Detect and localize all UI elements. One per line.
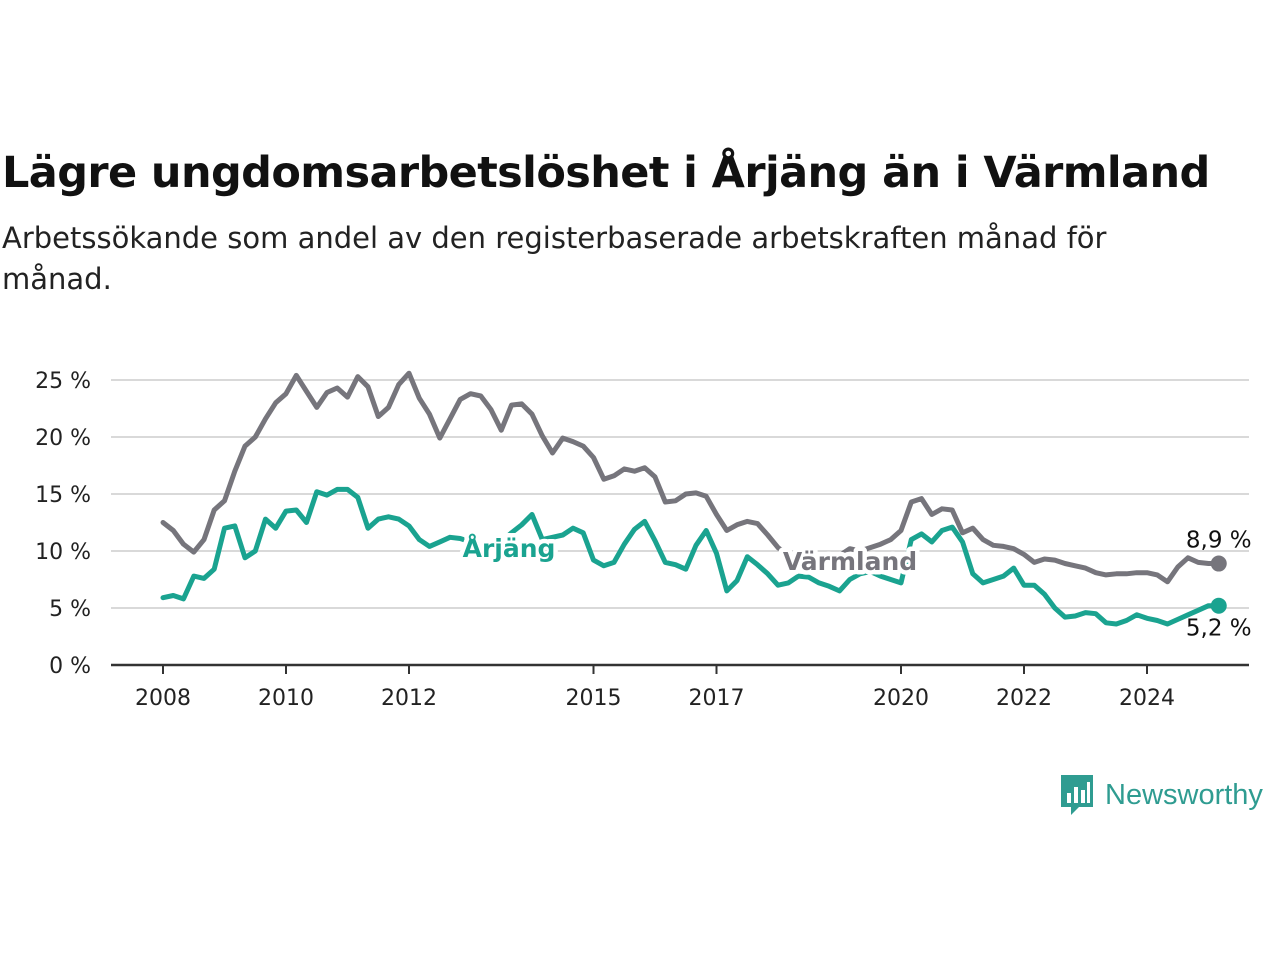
newsworthy-logo-icon xyxy=(1061,775,1093,815)
x-tick-label: 2008 xyxy=(135,686,191,711)
chart-subtitle: Arbetssökande som andel av den registerb… xyxy=(2,221,1107,296)
series-name-halo: Årjäng xyxy=(463,534,556,563)
series-end-label: 8,9 % xyxy=(1186,528,1252,554)
series-end-label: 5,2 % xyxy=(1186,616,1252,642)
x-tick-label: 2020 xyxy=(873,686,929,711)
series-end-point xyxy=(1210,555,1227,572)
brand-name: Newsworthy xyxy=(1105,778,1263,811)
y-tick-label: 5 % xyxy=(49,597,91,622)
x-tick-label: 2015 xyxy=(566,686,622,711)
series-lines xyxy=(160,370,1227,627)
y-axis-tick-labels: 0 % 5 % 10 % 15 % 20 % 25 % xyxy=(35,369,91,679)
series-name-label: Årjäng xyxy=(463,534,556,563)
y-tick-label: 0 % xyxy=(49,654,91,679)
y-tick-label: 15 % xyxy=(35,483,91,508)
x-tick-label: 2010 xyxy=(258,686,314,711)
x-tick-label: 2017 xyxy=(689,686,745,711)
series-name-label: Värmland xyxy=(783,547,917,576)
series-line xyxy=(160,486,1222,627)
x-tick-label: 2024 xyxy=(1119,686,1175,711)
x-axis-tick-labels: 2008 2010 2012 2015 2017 2020 2022 2024 xyxy=(135,665,1175,711)
x-tick-label: 2012 xyxy=(381,686,437,711)
series-line xyxy=(160,370,1222,585)
chart-title: Lägre ungdomsarbetslöshet i Årjäng än i … xyxy=(2,148,1210,198)
series-end-point xyxy=(1210,597,1227,614)
series-name-halo: Värmland xyxy=(783,547,917,576)
grid-lines xyxy=(111,379,1249,609)
newsworthy-brand: Newsworthy xyxy=(1059,772,1263,818)
x-tick-label: 2022 xyxy=(996,686,1052,711)
y-tick-label: 20 % xyxy=(35,426,91,451)
y-tick-label: 10 % xyxy=(35,540,91,565)
y-tick-label: 25 % xyxy=(35,369,91,394)
